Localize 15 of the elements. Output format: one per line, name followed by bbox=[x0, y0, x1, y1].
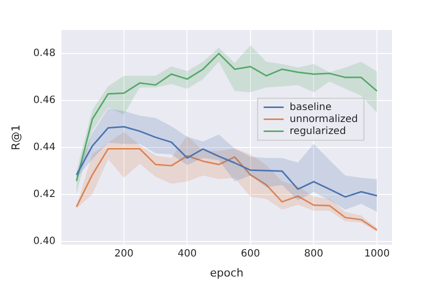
y-tick-label: 0.42 bbox=[33, 188, 56, 200]
y-axis-title: R@1 bbox=[9, 124, 22, 150]
x-tick-label: 600 bbox=[240, 248, 260, 260]
x-tick-label: 200 bbox=[114, 248, 134, 260]
y-tick-label: 0.44 bbox=[33, 142, 56, 153]
y-tick-label: 0.40 bbox=[33, 236, 56, 247]
legend-label: unnormalized bbox=[290, 114, 358, 125]
x-tick-label: 800 bbox=[304, 248, 324, 260]
x-tick-label: 1000 bbox=[364, 248, 390, 260]
legend-label: baseline bbox=[290, 102, 332, 113]
y-tick-label: 0.48 bbox=[33, 48, 56, 60]
legend-label: regularized bbox=[290, 126, 346, 137]
x-tick-label: 400 bbox=[178, 248, 197, 260]
x-axis-title: epoch bbox=[210, 266, 244, 280]
y-tick-label: 0.46 bbox=[33, 95, 56, 106]
